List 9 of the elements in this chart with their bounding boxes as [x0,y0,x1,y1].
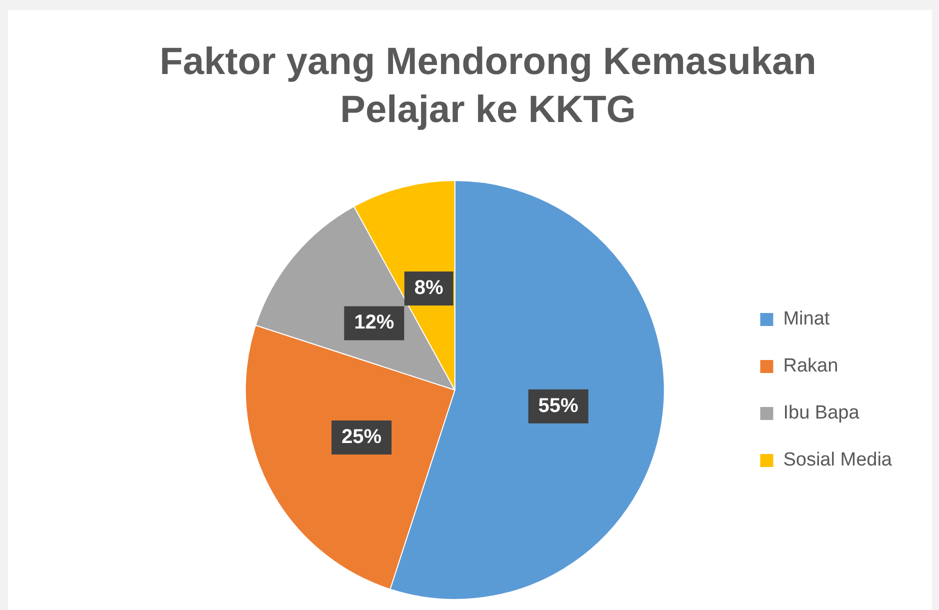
data-label: 55% [538,394,579,417]
legend-label: Ibu Bapa [783,402,860,424]
data-label: 8% [414,277,444,300]
data-label: 25% [342,426,382,448]
legend-label: Minat [783,308,830,330]
chart-title: Faktor yang Mendorong Kemasukan Pelajar ke KKTG [158,40,818,133]
data-label: 12% [354,312,394,334]
legend-label: Rakan [783,356,838,377]
legend-label: Sosial Media [783,450,892,471]
